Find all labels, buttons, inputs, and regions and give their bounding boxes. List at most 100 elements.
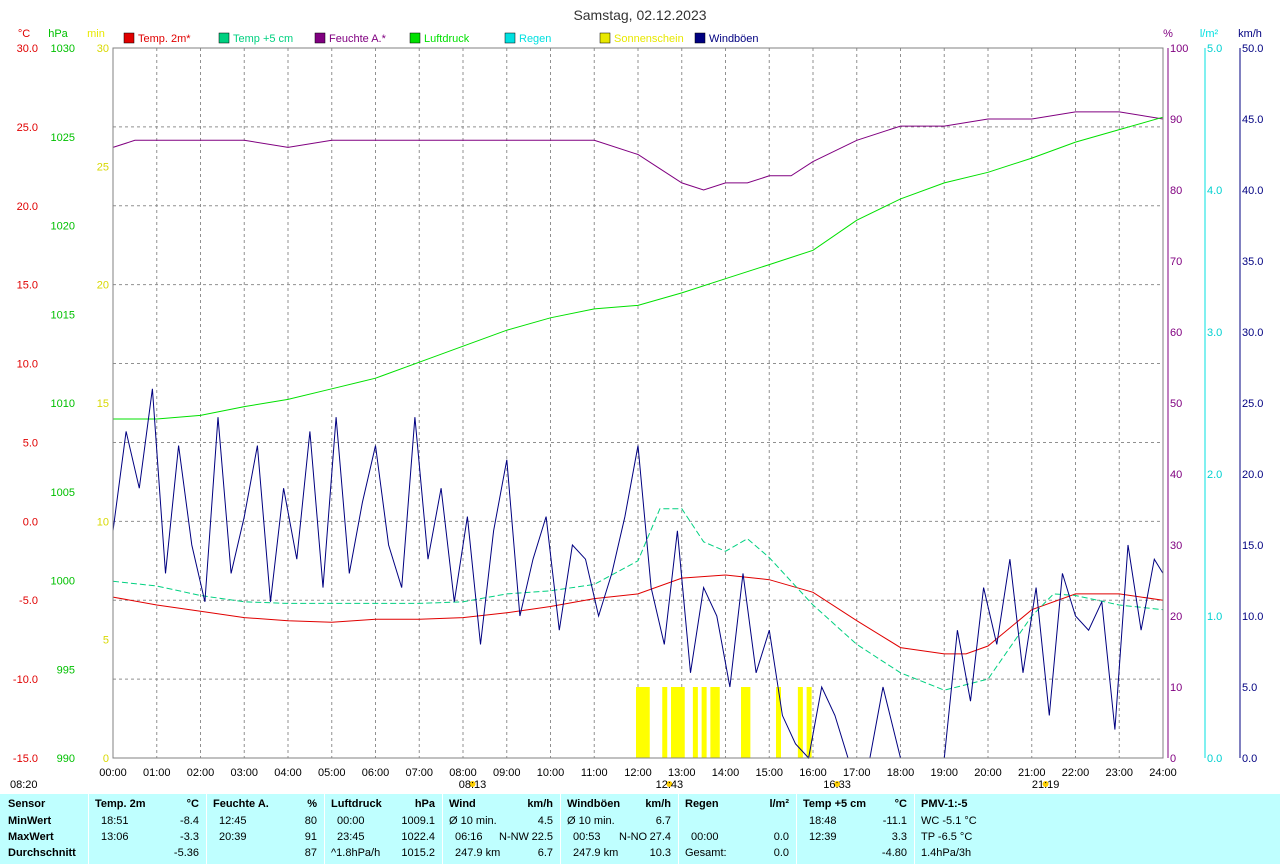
gusts-distance: 247.9 km	[573, 847, 619, 859]
sunshine-bar	[714, 687, 720, 758]
x-tick-label: 14:00	[712, 767, 740, 779]
x-tick-label: 13:00	[668, 767, 696, 779]
x-tick-label: 18:00	[887, 767, 915, 779]
pressure-tick-label: 1000	[51, 576, 75, 588]
weather-chart: Samstag, 02.12.2023 Temp. 2m* Temp +5 cm F…	[10, 7, 1263, 791]
sunshine-bars	[636, 687, 812, 758]
legend-label: Windböen	[709, 33, 759, 45]
wind-avg-value: 6.7	[537, 847, 553, 859]
x-tick-label: 08:00	[449, 767, 477, 779]
col-temp5cm: Temp +5 cm °C 18:48 -11.1 12:39 3.3 -4.8…	[796, 794, 915, 864]
x-tick-label: 24:00	[1149, 767, 1177, 779]
stats-table: Sensor MinWert MaxWert Durchschnitt Temp…	[0, 794, 1280, 864]
legend-label: Temp +5 cm	[233, 33, 293, 45]
temp-tick-label: 5.0	[23, 437, 38, 449]
rain-tick-label: 3.0	[1207, 327, 1222, 339]
temp5cm-avg-value: -4.80	[881, 847, 907, 859]
temp-tick-label: 0.0	[23, 516, 38, 528]
series-line-luftdruck	[113, 116, 1164, 420]
legend-label: Regen	[519, 33, 551, 45]
wind-unit-label: km/h	[1238, 28, 1262, 40]
rain-max-value: 0.0	[773, 831, 789, 843]
temp2m-min-time: 18:51	[101, 815, 129, 827]
pressure-tick-label: 1030	[51, 43, 75, 55]
col-temp2m-unit: °C	[186, 798, 199, 810]
wind-tick-label: 30.0	[1242, 327, 1263, 339]
series-line-temp-2m-	[112, 574, 1164, 655]
pressure-max-value: 1022.4	[401, 831, 435, 843]
temp-tick-label: -15.0	[13, 753, 38, 765]
col-pressure-unit: hPa	[414, 798, 435, 810]
sunshine-bar	[644, 687, 650, 758]
col-pmv-header: PMV-1:-5	[921, 798, 968, 810]
left-axis-ticks: 30.0 25.0 20.0 15.0 10.0 5.0 0.0 -5.0 -10.0 -15.0…	[13, 43, 1241, 765]
x-tick-label: 12:00	[624, 767, 652, 779]
sunshine-tick-label: 25	[97, 161, 109, 173]
legend-swatch	[409, 32, 421, 44]
sunshine-tick-label: 20	[97, 280, 109, 292]
x-tick-label: 22:00	[1062, 767, 1090, 779]
wind-tick-label: 15.0	[1242, 540, 1263, 552]
series-lines	[112, 111, 1164, 760]
time-mark-label: 12:43	[656, 779, 684, 791]
temp-tick-label: 25.0	[17, 122, 38, 134]
temp-tick-label: 30.0	[17, 43, 38, 55]
sunshine-bar	[640, 687, 646, 758]
x-tick-label: 00:00	[99, 767, 127, 779]
temp5cm-min-time: 18:48	[809, 815, 837, 827]
time-mark-icon	[469, 781, 476, 787]
col-gusts: Windböen km/h Ø 10 min. 6.7 00:53 N-NO 2…	[560, 794, 679, 864]
humidity-avg-value: 87	[304, 847, 317, 859]
rain-tick-label: 5.0	[1207, 43, 1222, 55]
temp-tick-label: 10.0	[17, 359, 38, 371]
x-axis-ticks: 00:00 01:00 02:00 03:00 04:00 05:00 06:00 07:00…	[10, 767, 1177, 791]
col-temp2m-header: Temp. 2m	[95, 798, 146, 810]
x-tick-label: 23:00	[1105, 767, 1133, 779]
time-mark-icon	[834, 781, 841, 787]
sunshine-bar	[776, 687, 781, 758]
col-pressure: Luftdruck hPa 00:00 1009.1 23:45 1022.4 …	[324, 794, 443, 864]
pressure-tick-label: 1005	[51, 487, 75, 499]
time-mark-icon	[666, 781, 673, 787]
x-tick-label: 01:00	[143, 767, 171, 779]
rain-tick-label: 0.0	[1207, 753, 1222, 765]
wind-tick-label: 5.0	[1242, 682, 1257, 694]
gusts-avg10-label: Ø 10 min.	[567, 815, 615, 827]
sun-unit-label: min	[87, 28, 105, 40]
label-min: MinWert	[8, 815, 52, 827]
sunshine-bar	[741, 687, 746, 758]
sunshine-bar	[679, 687, 685, 758]
humidity-tick-label: 100	[1170, 43, 1188, 55]
col-rain-header: Regen	[685, 798, 719, 810]
humidity-tick-label: 70	[1170, 256, 1182, 268]
wind-tick-label: 35.0	[1242, 256, 1263, 268]
humidity-tick-label: 60	[1170, 327, 1182, 339]
x-tick-label: 11:00	[581, 767, 608, 779]
wind-avg10-value: 4.5	[537, 815, 553, 827]
sunshine-bar	[662, 687, 668, 758]
col-gusts-unit: km/h	[645, 798, 671, 810]
rain-max-time: 00:00	[691, 831, 719, 843]
pressure-min-value: 1009.1	[401, 815, 435, 827]
wind-max-time: 06:16	[455, 831, 483, 843]
x-tick-label: 17:00	[843, 767, 871, 779]
sunshine-bar	[671, 687, 676, 758]
humidity-tick-label: 40	[1170, 469, 1182, 481]
temp-tick-label: 15.0	[17, 280, 38, 292]
sunshine-bar	[636, 687, 641, 758]
temp2m-avg-value: -5.36	[173, 847, 199, 859]
temp-tick-label: -5.0	[19, 595, 38, 607]
x-tick-label: 10:00	[537, 767, 565, 779]
sunshine-tick-label: 30	[97, 43, 109, 55]
sunshine-tick-label: 0	[103, 753, 109, 765]
rain-tick-label: 2.0	[1207, 469, 1222, 481]
series-line-windb-en	[112, 388, 1164, 760]
pmv-windchill: WC -5.1 °C	[921, 815, 977, 827]
rain-total-value: 0.0	[773, 847, 789, 859]
humidity-tick-label: 50	[1170, 398, 1182, 410]
pressure-trend: ^1.8hPa/h	[331, 847, 381, 859]
humidity-tick-label: 80	[1170, 185, 1182, 197]
col-humidity-unit: %	[307, 798, 317, 810]
x-tick-label: 03:00	[230, 767, 258, 779]
series-line-feuchte-a-	[112, 111, 1164, 191]
